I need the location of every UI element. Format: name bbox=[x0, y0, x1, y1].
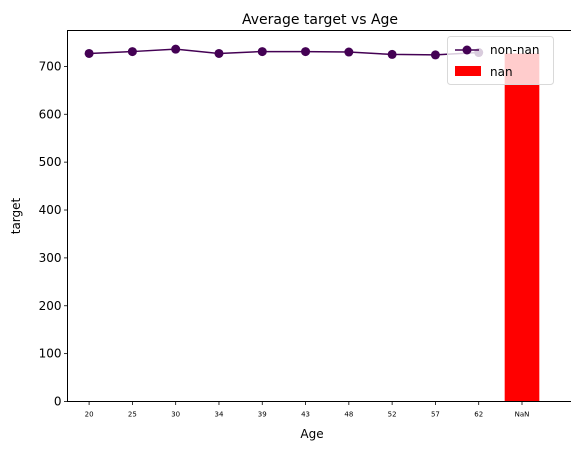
bar-series-layer bbox=[504, 53, 540, 402]
x-tick-label: 52 bbox=[388, 411, 397, 419]
line-point-48 bbox=[344, 47, 354, 57]
x-axis-label: Age bbox=[300, 427, 323, 441]
line-point-25 bbox=[127, 47, 137, 57]
y-tick-label: 400 bbox=[39, 203, 62, 217]
x-tick-label: 62 bbox=[474, 411, 483, 419]
y-tick-label: 500 bbox=[39, 155, 62, 169]
y-tick-label: 100 bbox=[39, 347, 62, 361]
y-tick-label: 700 bbox=[39, 59, 62, 73]
line-point-57 bbox=[430, 50, 440, 60]
line-series-layer bbox=[84, 44, 484, 60]
legend-label-nan: nan bbox=[490, 65, 513, 79]
line-series-path bbox=[89, 48, 479, 56]
plot-frame bbox=[67, 30, 571, 402]
y-tick-label: 600 bbox=[39, 107, 62, 121]
x-tick-label: 34 bbox=[215, 411, 224, 419]
x-tick-label: 30 bbox=[171, 411, 180, 419]
legend-line-marker bbox=[462, 45, 472, 55]
x-tick-label: 39 bbox=[258, 411, 267, 419]
line-point-43 bbox=[301, 47, 311, 57]
y-tick-label: 0 bbox=[54, 395, 62, 409]
legend-label-non-nan: non-nan bbox=[490, 43, 539, 57]
legend: non-nan nan bbox=[447, 36, 554, 85]
x-tick-label: 48 bbox=[344, 411, 353, 419]
y-tick-label: 200 bbox=[39, 299, 62, 313]
line-point-52 bbox=[387, 49, 397, 59]
legend-bar-swatch bbox=[455, 66, 481, 76]
line-point-39 bbox=[257, 47, 267, 57]
x-tick-label: NaN bbox=[515, 411, 530, 419]
x-tick-label: 25 bbox=[128, 411, 137, 419]
line-point-30 bbox=[171, 44, 181, 54]
line-point-20 bbox=[84, 48, 94, 58]
x-axis-ticks: 20 25 30 34 39 43 48 52 57 62 NaN bbox=[85, 401, 530, 419]
bar-NaN bbox=[504, 53, 540, 402]
plot-area bbox=[84, 44, 540, 402]
x-tick-label: 57 bbox=[431, 411, 440, 419]
y-axis-ticks: 0 100 200 300 400 500 600 700 bbox=[39, 59, 68, 409]
y-tick-label: 300 bbox=[39, 251, 62, 265]
y-axis-label: target bbox=[9, 197, 23, 234]
chart-title: Average target vs Age bbox=[242, 12, 398, 28]
line-point-34 bbox=[214, 48, 224, 58]
x-tick-label: 43 bbox=[301, 411, 310, 419]
x-tick-label: 20 bbox=[85, 411, 94, 419]
